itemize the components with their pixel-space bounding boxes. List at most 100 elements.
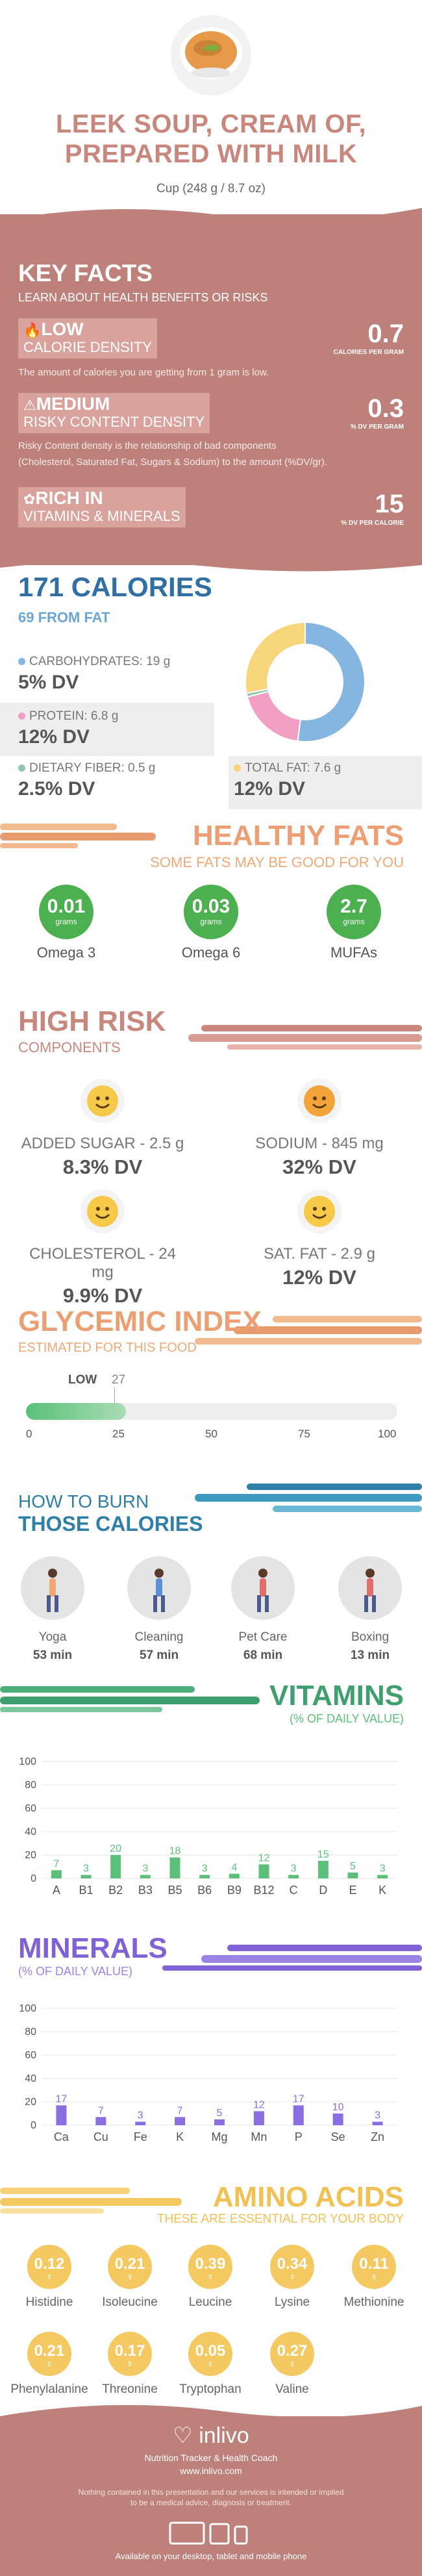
vitamin-bar (317, 1861, 329, 1878)
smiley-icon (81, 1079, 125, 1123)
amino-unit: g (208, 2360, 212, 2366)
glycemic-level: LOW (68, 1373, 97, 1387)
vitamin-category-label: E (349, 1884, 356, 1897)
low-value: 0.7 (367, 320, 404, 348)
fat-dot (234, 764, 241, 772)
amino-unit: g (128, 2273, 132, 2279)
mineral-category-label: K (176, 2130, 184, 2143)
glycemic-subtitle: ESTIMATED FOR THIS FOOD (18, 1341, 197, 1355)
footer-url[interactable]: www.inlivo.com (180, 2466, 242, 2476)
amino-unit: g (290, 2273, 294, 2279)
footer-tagline: Nutrition Tracker & Health Coach (144, 2453, 278, 2463)
key-facts-subtitle: LEARN ABOUT HEALTH BENEFITS OR RISKS (18, 291, 268, 304)
vitamin-bar (110, 1855, 121, 1878)
fat-unit: grams (200, 917, 222, 926)
fat-value: 0.03 (192, 896, 230, 917)
carbs-dot (18, 658, 25, 665)
vitamin-category-label: A (53, 1884, 60, 1897)
amino-subtitle: THESE ARE ESSENTIAL FOR YOUR BODY (156, 2212, 404, 2226)
footer-disclaimer-2: to be a medical advice, diagnosis or tre… (130, 2498, 292, 2507)
glycemic-tick: 50 (205, 1428, 217, 1440)
amino-item: 0.11 g Methionine (335, 2245, 413, 2310)
activity-minutes: 53 min (32, 1648, 73, 1662)
donut-slice-carbs (297, 621, 366, 742)
risk-dv: 32% DV (282, 1155, 356, 1178)
glycemic-tick: 25 (112, 1428, 125, 1440)
minerals-bar-chart: 0 20 40 60 80 100 17 Ca 7 Cu 3 Fe 7 K 5 Mg 12 Mn 17 P 10 Se 3 Z… (19, 2003, 397, 2143)
amino-name: Leucine (188, 2295, 232, 2309)
amino-value: 0.34 (277, 2255, 308, 2273)
burn-title-2: THOSE CALORIES (18, 1512, 203, 1535)
risk-item: SAT. FAT - 2.9 g 12% DV (235, 1189, 404, 1289)
vitamin-category-label: B3 (138, 1884, 153, 1897)
vitamin-category-label: B12 (253, 1884, 274, 1897)
vitamin-value-label: 7 (53, 1858, 59, 1869)
vitamin-bar (347, 1873, 358, 1878)
amino-circle: 0.17 g (108, 2332, 152, 2376)
vitamin-ytick: 80 (25, 1780, 36, 1791)
amino-circle: 0.05 g (188, 2332, 232, 2376)
amino-name: Methionine (343, 2295, 404, 2309)
leaf-icon: ✿ (23, 491, 36, 507)
title-line-1: LEEK SOUP, CREAM OF, (55, 110, 367, 138)
activity-item: Boxing 13 min (328, 1556, 412, 1663)
mineral-ytick: 20 (25, 2097, 36, 2108)
amino-item: 0.39 g Leucine (171, 2245, 249, 2310)
vitamin-value-label: 3 (83, 1863, 89, 1875)
mineral-bar (372, 2121, 383, 2125)
vitamin-category-label: B2 (108, 1884, 123, 1897)
risk-label: ADDED SUGAR - 2.5 g (21, 1135, 184, 1152)
amino-item: 0.05 g Tryptophan (171, 2332, 249, 2397)
risk-item: SODIUM - 845 mg 32% DV (235, 1078, 404, 1179)
mineral-value-label: 10 (332, 2102, 344, 2113)
soup-bowl-icon (171, 15, 251, 95)
mineral-ytick: 40 (25, 2073, 36, 2084)
amino-value: 0.05 (195, 2342, 226, 2360)
vitamin-ytick: 100 (19, 1756, 36, 1767)
activity-minutes: 68 min (243, 1648, 283, 1662)
mineral-value-label: 12 (253, 2099, 265, 2110)
vitamin-category-label: C (290, 1884, 298, 1897)
mineral-ytick: 60 (25, 2050, 36, 2061)
vitamin-bar (81, 1875, 92, 1878)
rich-word: RICH IN (35, 488, 103, 508)
mineral-bar (95, 2117, 106, 2125)
mineral-value-label: 17 (293, 2093, 304, 2104)
healthy-fats-stripes (0, 824, 156, 848)
protein-dv: 12% DV (18, 726, 90, 748)
amino-value: 0.39 (195, 2255, 226, 2273)
smiley-icon (297, 1079, 341, 1123)
amino-item: 0.27 g Valine (253, 2332, 331, 2397)
vitamin-value-label: 3 (142, 1863, 148, 1875)
amino-circle: 0.12 g (27, 2245, 71, 2289)
low-calorie-density-label: 🔥LOW CALORIE DENSITY (18, 318, 158, 359)
amino-item: 0.21 g Isoleucine (91, 2245, 169, 2310)
rich-unit: % DV PER CALORIE (341, 520, 404, 527)
fat-name: Omega 3 (36, 944, 96, 961)
fat-item: 0.01 grams Omega 3 (27, 885, 105, 961)
vitamin-ytick: 40 (25, 1826, 36, 1837)
fat-unit: grams (343, 917, 365, 926)
vitamins-stripes (0, 1686, 260, 1712)
risk-label: CHOLESTEROL - 24 mg (29, 1245, 176, 1281)
vitamin-value-label: 3 (202, 1863, 208, 1875)
mineral-value-label: 7 (177, 2105, 183, 2116)
footer-available: Available on your desktop, tablet and mo… (115, 2551, 307, 2561)
amino-value: 0.21 (114, 2255, 145, 2273)
high-risk-subtitle: COMPONENTS (18, 1039, 121, 1055)
vitamin-category-label: B9 (227, 1884, 242, 1897)
title-line-2: PREPARED WITH MILK (64, 140, 358, 168)
brand-name: inlivo (199, 2423, 249, 2448)
serving-size: Cup (248 g / 8.7 oz) (156, 182, 266, 196)
warning-icon: ⚠ (23, 397, 36, 413)
smiley-icon (297, 1189, 341, 1233)
activity-item: Yoga 53 min (10, 1556, 95, 1663)
vitamin-bar (169, 1857, 180, 1878)
fat-circle: 0.03 grams (184, 885, 238, 939)
glycemic-value: 27 (112, 1373, 126, 1387)
calories-title: 171 CALORIES (18, 572, 212, 602)
amino-name: Isoleucine (102, 2295, 158, 2309)
flame-icon: 🔥 (23, 322, 42, 338)
vitamin-category-label: K (379, 1884, 386, 1897)
mineral-ytick: 100 (19, 2003, 36, 2014)
